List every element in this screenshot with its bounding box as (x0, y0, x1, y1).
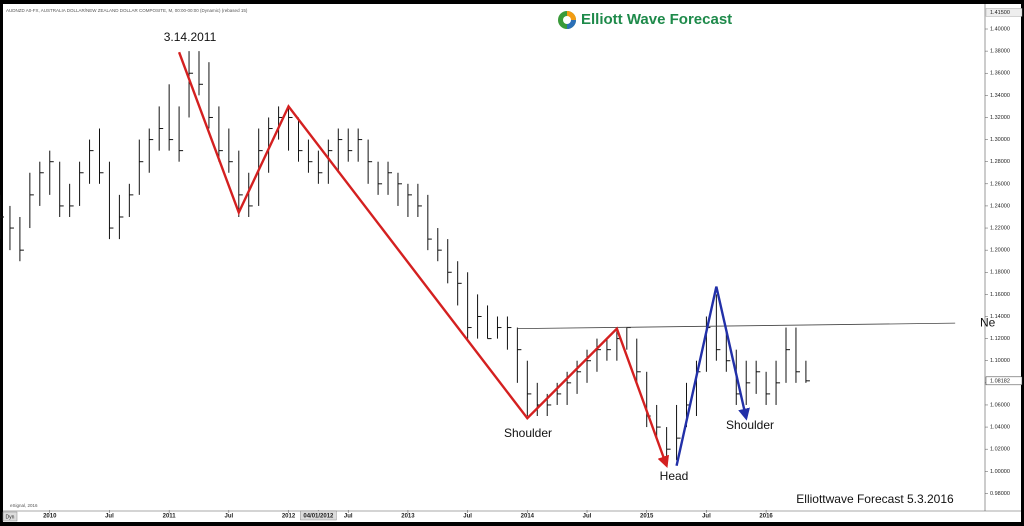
x-tick-label: 2014 (521, 514, 535, 520)
credit: eSignal, 2016 (10, 503, 38, 508)
y-tick-label: 1.16000 (990, 292, 1010, 298)
y-tick-label: 1.36000 (990, 71, 1010, 77)
y-tick-label: 1.24000 (990, 203, 1010, 209)
x-tick-label: 2013 (401, 514, 415, 520)
y-tick-label: 1.28000 (990, 159, 1010, 165)
chart-header: AUDNZD A0-FX, AUSTRALIA DOLLAR/NEW ZEALA… (6, 8, 248, 13)
last-price-box (985, 376, 1023, 386)
y-tick-label: 1.26000 (990, 181, 1010, 187)
background (3, 4, 1021, 522)
y-tick-label: 1.22000 (990, 225, 1010, 231)
y-tick-label: 1.00000 (990, 469, 1010, 475)
wave-line (675, 286, 750, 467)
y-tick-label: 1.12000 (990, 336, 1010, 342)
y-tick-label: 1.10000 (990, 358, 1010, 364)
wave-line (177, 51, 669, 469)
y-tick-label: 1.14000 (990, 314, 1010, 320)
logo: Elliott Wave Forecast (558, 11, 732, 29)
x-tick-label: Jul (583, 514, 592, 520)
logo-text: Elliott Wave Forecast (581, 11, 732, 28)
x-tick-label: 2012 (282, 514, 296, 520)
watermark: Elliottwave Forecast 5.3.2016 (796, 492, 954, 506)
neckline (517, 322, 956, 330)
y-tick-label: 1.34000 (990, 93, 1010, 99)
x-tick-label: Jul (105, 514, 114, 520)
x-tick-label: 2015 (640, 514, 654, 520)
annotation: 3.14.2011 (164, 30, 217, 44)
x-tick-label: Jul (702, 514, 711, 520)
last-price-label: 1.08182 (990, 378, 1010, 384)
y-tick-label: 0.98000 (990, 491, 1010, 497)
top-price-box (985, 8, 1023, 17)
y-tick-label: 1.02000 (990, 447, 1010, 453)
y-tick-label: 1.04000 (990, 425, 1010, 431)
neckline-label: Ne (980, 315, 996, 329)
x-tick-label: 2011 (163, 514, 177, 520)
y-tick-label: 1.06000 (990, 402, 1010, 408)
y-tick-label: 1.40000 (990, 26, 1010, 32)
top-price-label: 1.41500 (990, 10, 1010, 16)
x-tick-label: 2016 (759, 514, 773, 520)
annotation: Shoulder (726, 418, 774, 432)
mode-label[interactable]: Dyn (6, 514, 15, 520)
x-tick-label: 04/01/2012 (303, 514, 334, 520)
y-tick-label: 1.30000 (990, 137, 1010, 143)
mode-button[interactable] (2, 511, 18, 522)
x-cursor-box (300, 510, 337, 521)
annotation: Head (660, 469, 689, 483)
x-tick-label: Jul (344, 514, 353, 520)
x-tick-label: Jul (225, 514, 234, 520)
annotation: Shoulder (504, 426, 552, 440)
x-tick-label: Jul (463, 514, 472, 520)
y-tick-label: 1.32000 (990, 115, 1010, 121)
y-tick-label: 1.18000 (990, 270, 1010, 276)
y-tick-label: 1.38000 (990, 49, 1010, 55)
x-tick-label: 2010 (43, 514, 57, 520)
y-tick-label: 1.20000 (990, 248, 1010, 254)
